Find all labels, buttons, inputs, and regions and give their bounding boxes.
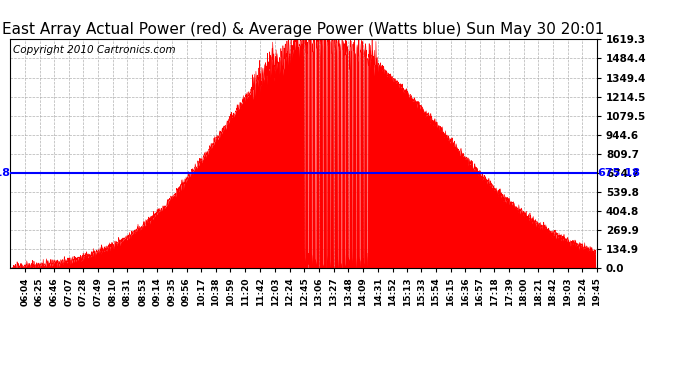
Text: Copyright 2010 Cartronics.com: Copyright 2010 Cartronics.com xyxy=(13,45,176,55)
Title: East Array Actual Power (red) & Average Power (Watts blue) Sun May 30 20:01: East Array Actual Power (red) & Average … xyxy=(2,22,605,37)
Text: 675.18: 675.18 xyxy=(0,168,10,178)
Text: 675.18: 675.18 xyxy=(597,168,640,178)
